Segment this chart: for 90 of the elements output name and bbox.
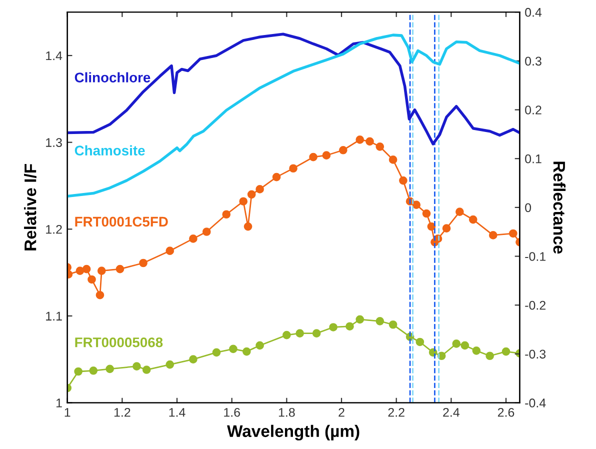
y2-tick-label: 0.1: [525, 154, 542, 164]
point: [388, 156, 398, 164]
point: [338, 146, 348, 154]
point: [460, 341, 470, 350]
x-tick-label: 2.6: [498, 408, 514, 417]
y2-tick-label: 0.2: [525, 106, 542, 114]
point: [189, 355, 198, 364]
point: [212, 348, 221, 357]
point: [376, 316, 384, 326]
point: [88, 275, 96, 284]
y2-tick-label: 0: [525, 203, 532, 212]
point: [166, 246, 174, 256]
point: [322, 151, 331, 160]
x-tick-label: 1.6: [224, 408, 240, 417]
y-axis-title: Relative I/F: [24, 164, 36, 250]
y-tick-label: 1.3: [46, 138, 62, 147]
point: [132, 362, 141, 370]
point: [356, 136, 364, 144]
point: [202, 228, 211, 236]
line-series: [67, 32, 520, 146]
y-tick-label: 1.1: [46, 312, 62, 320]
point: [229, 344, 238, 354]
point: [282, 330, 291, 340]
x-tick-label: 2.2: [388, 408, 404, 417]
point: [422, 209, 431, 218]
point: [399, 176, 408, 185]
y2-tick-label: -0.2: [525, 300, 546, 310]
point: [486, 352, 494, 360]
point: [468, 215, 478, 224]
point: [289, 164, 298, 173]
x-tick-label: 2: [338, 408, 344, 417]
point: [82, 264, 91, 274]
point: [89, 366, 98, 375]
x-tick-label: 1.8: [278, 408, 295, 417]
point: [247, 190, 256, 199]
point: [106, 364, 114, 374]
point: [356, 315, 364, 324]
y2-tick-label: -0.4: [525, 398, 546, 408]
point: [502, 347, 510, 356]
point: [388, 320, 398, 329]
point: [239, 197, 248, 206]
y-tick-label: 1.4: [46, 51, 62, 60]
y2-tick-label: -0.3: [525, 350, 546, 359]
series-label: Chamosite: [74, 145, 145, 156]
x-tick-label: 2.4: [443, 408, 460, 417]
x-tick-label: 1.4: [169, 408, 186, 417]
y-tick-label: 1: [56, 398, 62, 408]
series-label: Clinochlore: [74, 72, 150, 82]
point: [442, 224, 451, 232]
point: [256, 185, 264, 194]
point: [456, 208, 464, 216]
point: [329, 323, 338, 332]
point: [74, 367, 82, 376]
point: [452, 340, 461, 348]
point: [166, 360, 174, 369]
point: [272, 172, 281, 182]
y2-tick-label: -0.1: [525, 252, 546, 261]
point: [189, 234, 198, 243]
point: [427, 222, 436, 231]
point: [96, 290, 104, 300]
x-tick-label: 1.2: [114, 408, 130, 417]
line-series: [67, 34, 520, 198]
point: [488, 231, 498, 240]
point: [472, 346, 481, 355]
point: [256, 341, 264, 350]
point: [76, 266, 84, 275]
point: [116, 264, 124, 274]
point: [366, 137, 374, 146]
point: [508, 229, 518, 238]
point: [309, 152, 318, 162]
point: [142, 366, 151, 374]
point: [296, 329, 304, 338]
series-label: FRT00005068: [75, 337, 163, 348]
point: [242, 347, 251, 356]
point: [97, 266, 106, 275]
point: [222, 210, 231, 219]
series-label: FRT0001C5FD: [75, 216, 168, 227]
point: [346, 322, 354, 331]
y2-tick-label: 0.3: [525, 56, 542, 66]
point: [312, 329, 321, 338]
point: [416, 338, 424, 346]
y-tick-label: 1.2: [46, 224, 62, 234]
y2-tick-label: 0.4: [525, 8, 542, 17]
x-axis-title: Wavelength (µm): [227, 424, 360, 440]
point: [139, 258, 148, 268]
x-tick-label: 1: [64, 408, 70, 417]
point: [376, 142, 384, 151]
y2-axis-title: Reflectance: [553, 162, 566, 254]
point: [412, 200, 421, 209]
point: [244, 222, 252, 231]
